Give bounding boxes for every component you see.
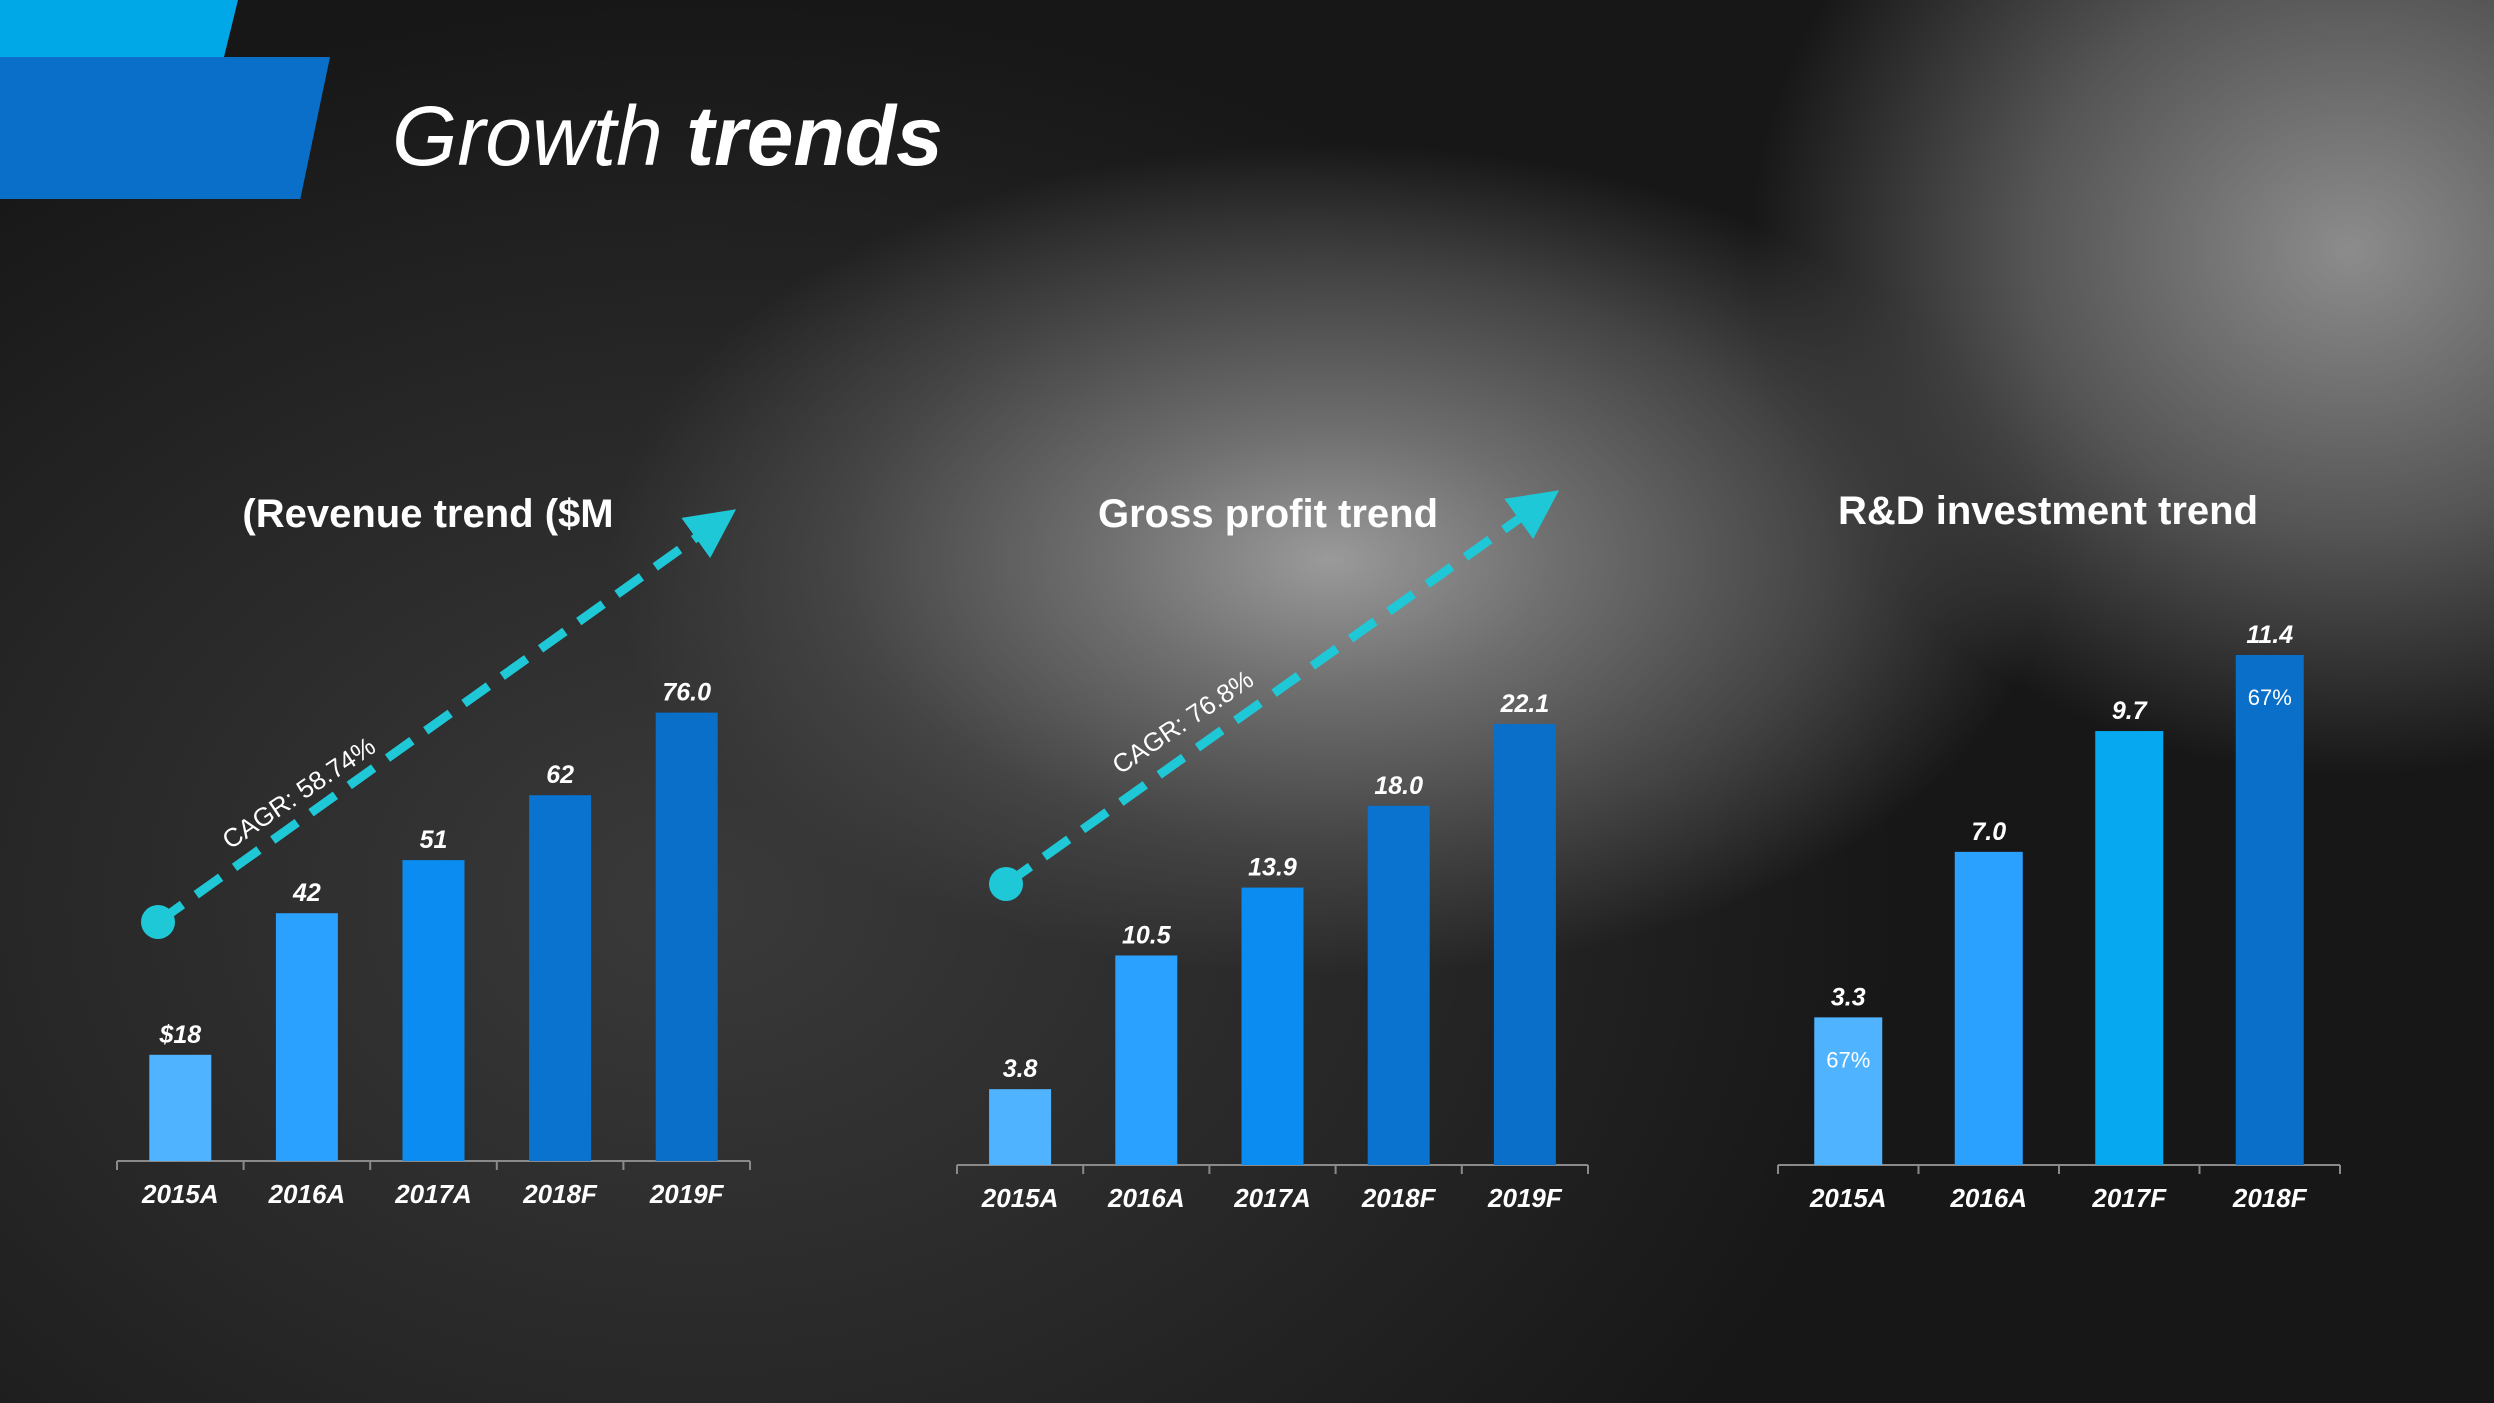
- slide-title-part1: Growth: [392, 89, 687, 183]
- gross-profit-cagr-arrow: [1003, 490, 1560, 888]
- rd-bar-2016A: [1954, 851, 2023, 1165]
- revenue-value-label: 62: [546, 761, 574, 789]
- rd-bar-2017F: [2095, 731, 2164, 1165]
- gross-profit-value-label: 13.9: [1248, 854, 1297, 882]
- gross-profit-value-label: 3.8: [1003, 1055, 1038, 1083]
- gross-profit-chart-title: Gross profit trend: [1097, 492, 1439, 536]
- revenue-value-label: 51: [420, 826, 448, 854]
- gross-profit-value-label: 10.5: [1122, 921, 1172, 949]
- revenue-value-label: 76.0: [662, 679, 711, 707]
- rd-tick-label: 2015A: [1809, 1183, 1887, 1213]
- gross-profit-tick-label: 2015A: [981, 1183, 1059, 1213]
- accent-bar-dark: [0, 57, 330, 199]
- gross-profit-tick-label: 2018F: [1361, 1183, 1437, 1213]
- slide-title-part2: trends: [686, 89, 943, 183]
- revenue-bar-2018F: [529, 795, 592, 1161]
- rd-tick-label: 2017F: [2091, 1183, 2167, 1213]
- revenue-value-label: 42: [292, 879, 321, 907]
- revenue-chart-title: (Revenue trend ($M: [242, 492, 614, 536]
- revenue-cagr-arrow: [155, 509, 737, 926]
- revenue-tick-label: 2015A: [141, 1179, 219, 1209]
- rd-bar-2015A: [1814, 1017, 1883, 1165]
- revenue-tick-label: 2019F: [649, 1179, 725, 1209]
- revenue-value-label: $18: [158, 1021, 201, 1049]
- gross-profit-bar-2015A: [989, 1089, 1052, 1165]
- rd-value-label: 11.4: [2246, 621, 2293, 649]
- revenue-tick-label: 2017A: [394, 1179, 472, 1209]
- revenue-bar-2015A: [149, 1054, 212, 1161]
- revenue-cagr-dot: [141, 905, 175, 939]
- rd-value-label: 9.7: [2112, 697, 2148, 725]
- accent-bar-light: [0, 0, 238, 58]
- revenue-bar-2019F: [655, 712, 718, 1161]
- rd-value-label: 7.0: [1971, 818, 2006, 846]
- rd-value-label: 3.3: [1831, 983, 1866, 1011]
- revenue-tick-label: 2016A: [268, 1179, 346, 1209]
- gross-profit-tick-label: 2019F: [1487, 1183, 1563, 1213]
- gross-profit-value-label: 22.1: [1500, 690, 1550, 718]
- rd-tick-label: 2016A: [1949, 1183, 2027, 1213]
- gross-profit-tick-label: 2017A: [1233, 1183, 1311, 1213]
- gross-profit-bar-2018F: [1367, 805, 1430, 1165]
- rd-bar-2018F: [2235, 655, 2304, 1165]
- gross-profit-tick-label: 2016A: [1107, 1183, 1185, 1213]
- rd-tick-label: 2018F: [2232, 1183, 2308, 1213]
- gross-profit-bar-2016A: [1115, 955, 1178, 1165]
- rd-bar-annotation: 67%: [2248, 685, 2292, 710]
- revenue-bar-2017A: [402, 860, 465, 1161]
- gross-profit-bar-2017A: [1241, 887, 1304, 1165]
- revenue-tick-label: 2018F: [522, 1179, 598, 1209]
- rd-bar-annotation: 67%: [1826, 1047, 1870, 1072]
- rd-chart-title: R&D investment trend: [1837, 489, 2259, 533]
- revenue-cagr-label: CAGR: 58.74%: [217, 731, 381, 855]
- slide-title: Growth trends: [392, 88, 943, 185]
- gross-profit-bar-2019F: [1493, 723, 1556, 1165]
- gross-profit-cagr-dot: [989, 867, 1023, 901]
- gross-profit-value-label: 18.0: [1374, 772, 1423, 800]
- revenue-bar-2016A: [275, 913, 338, 1161]
